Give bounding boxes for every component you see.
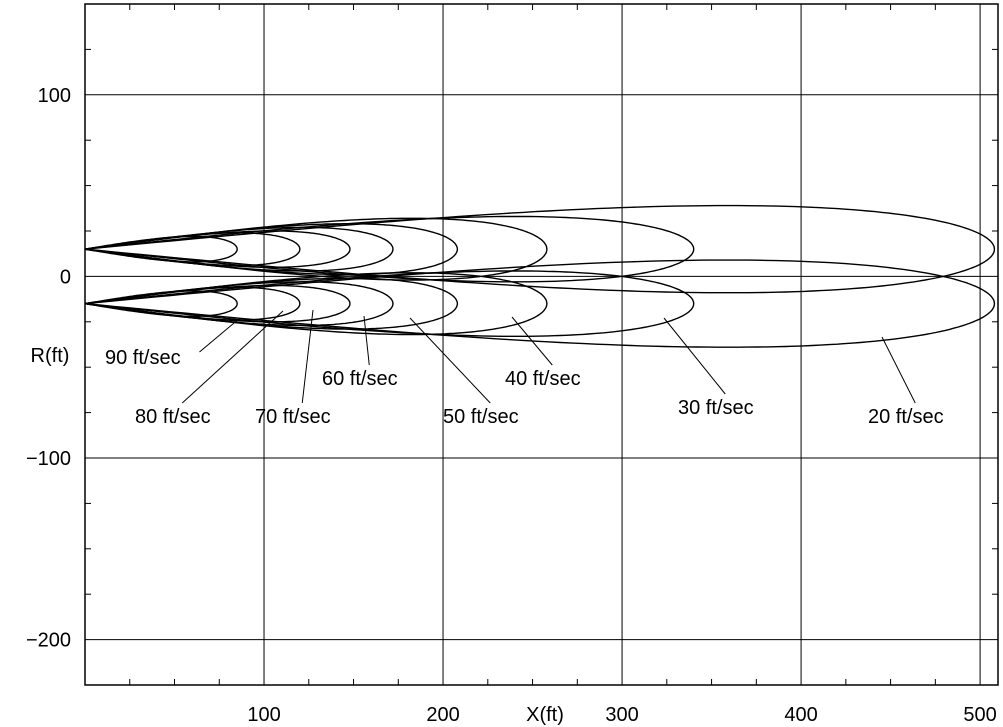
leader-line — [663, 317, 726, 395]
contour-line — [84, 284, 351, 323]
contour-label: 70 ft/sec — [255, 406, 331, 428]
contour-labels: 90 ft/sec 80 ft/sec 70 ft/sec 60 ft/sec 50 f… — [105, 347, 944, 428]
contour-label: 30 ft/sec — [678, 397, 754, 419]
x-axis-label: X(ft) — [526, 704, 564, 726]
label-leaders — [181, 309, 916, 404]
x-tick-label: 500 — [963, 704, 996, 726]
contour-line — [84, 217, 548, 281]
contour-line — [84, 272, 548, 336]
plot-frame — [84, 3, 999, 686]
grid — [85, 4, 998, 685]
contour-line — [84, 259, 996, 348]
x-tick-label: 300 — [605, 704, 638, 726]
contour-label: 20 ft/sec — [868, 406, 944, 428]
contour-line — [84, 204, 996, 294]
y-tick-labels: 100 0 −100 −200 — [26, 85, 71, 652]
leader-line — [181, 310, 284, 404]
contour-label: 60 ft/sec — [322, 368, 398, 390]
y-axis-label: R(ft) — [31, 345, 70, 367]
y-tick-label: 0 — [60, 266, 71, 288]
contour-line — [84, 215, 695, 283]
contour-line — [84, 277, 459, 330]
axis-ticks — [85, 3, 998, 686]
contour-label: 40 ft/sec — [505, 368, 581, 390]
y-tick-label: −100 — [26, 448, 71, 470]
leader-line — [363, 315, 370, 366]
leader-line — [301, 309, 314, 404]
leader-line — [409, 317, 491, 404]
leader-line — [199, 317, 241, 353]
x-tick-labels: 100 200 300 400 500 — [247, 704, 996, 726]
contour-label: 90 ft/sec — [105, 347, 181, 369]
x-tick-label: 200 — [426, 704, 459, 726]
contour-label: 80 ft/sec — [135, 406, 211, 428]
contour-line — [84, 290, 238, 318]
contour-line — [84, 230, 351, 268]
contour-line — [84, 270, 695, 337]
x-tick-label: 400 — [784, 704, 817, 726]
leader-line — [511, 316, 553, 366]
x-tick-label: 100 — [247, 704, 280, 726]
y-tick-label: −200 — [26, 630, 71, 652]
leader-line — [881, 336, 916, 404]
contour-line — [84, 235, 238, 263]
y-tick-label: 100 — [38, 85, 71, 107]
contour-label: 50 ft/sec — [443, 406, 519, 428]
contour-lines — [84, 204, 996, 348]
contour-line — [84, 223, 459, 276]
